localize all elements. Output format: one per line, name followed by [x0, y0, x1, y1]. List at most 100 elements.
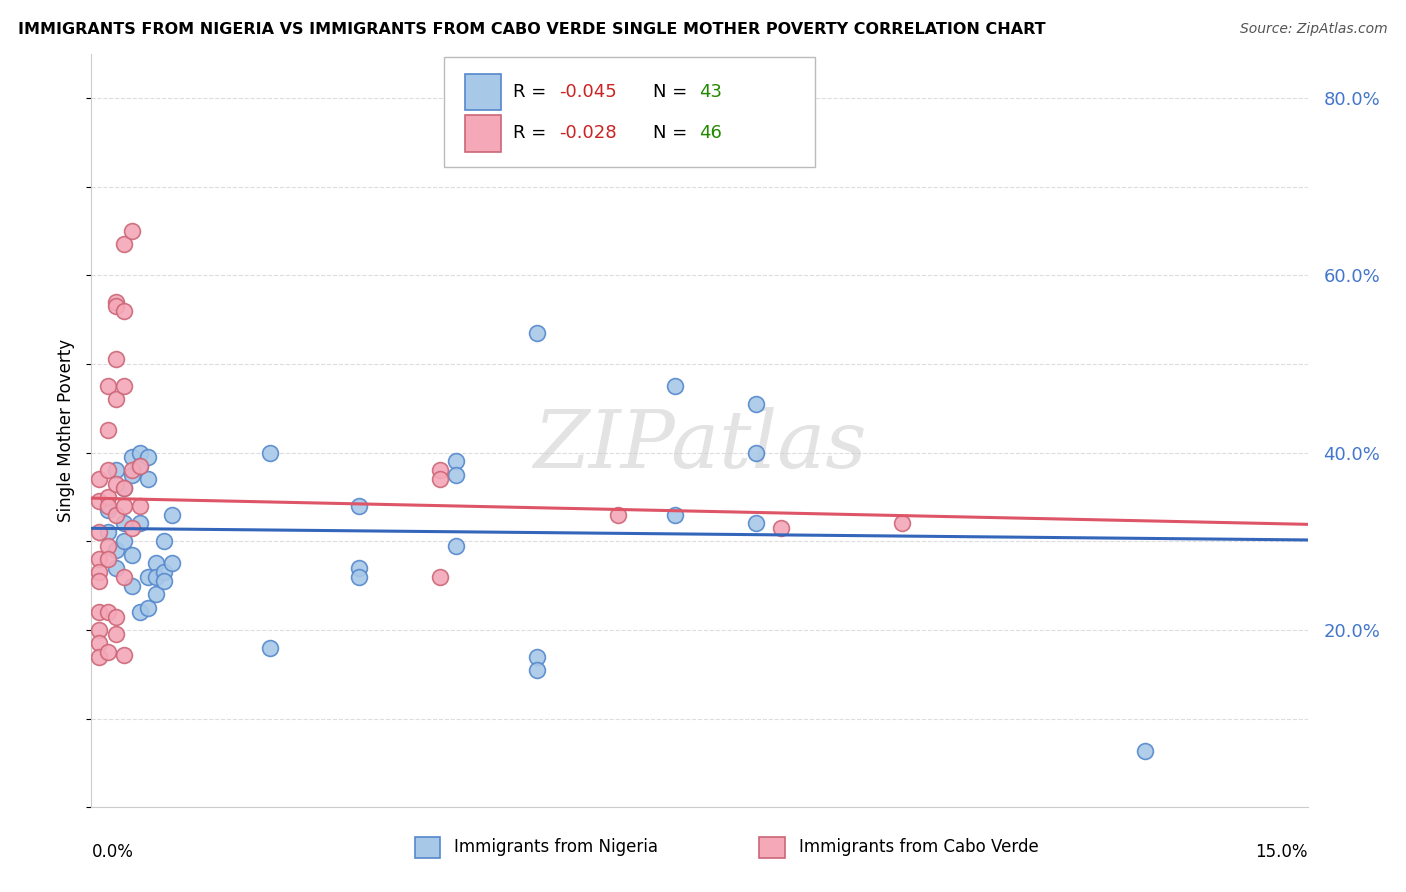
Point	[104, 463, 127, 477]
Point	[429, 463, 451, 477]
Point	[89, 636, 111, 650]
Point	[121, 463, 143, 477]
Point	[97, 552, 120, 566]
FancyBboxPatch shape	[444, 57, 815, 167]
Point	[136, 600, 159, 615]
Point	[89, 525, 111, 540]
Point	[526, 663, 548, 677]
Point	[129, 458, 152, 473]
Point	[136, 472, 159, 486]
Point	[121, 467, 143, 482]
Point	[97, 605, 120, 619]
Point	[121, 224, 143, 238]
Point	[89, 649, 111, 664]
Point	[145, 570, 167, 584]
Point	[259, 640, 281, 655]
FancyBboxPatch shape	[465, 74, 502, 110]
Point	[104, 352, 127, 367]
Point	[129, 458, 152, 473]
Point	[112, 481, 135, 495]
Point	[429, 472, 451, 486]
Text: N =: N =	[654, 124, 693, 143]
Point	[162, 557, 184, 571]
Text: 15.0%: 15.0%	[1256, 844, 1308, 862]
Point	[153, 574, 176, 589]
Point	[112, 499, 135, 513]
Point	[97, 645, 120, 659]
Point	[526, 326, 548, 340]
Point	[1135, 744, 1157, 758]
Text: R =: R =	[513, 83, 553, 101]
FancyBboxPatch shape	[465, 115, 502, 152]
Point	[129, 445, 152, 459]
Point	[112, 648, 135, 662]
Point	[89, 494, 111, 508]
Point	[112, 570, 135, 584]
Point	[347, 561, 370, 575]
Point	[104, 476, 127, 491]
Point	[444, 467, 467, 482]
Point	[89, 552, 111, 566]
Point	[104, 508, 127, 522]
Text: -0.045: -0.045	[560, 83, 617, 101]
Point	[97, 424, 120, 438]
FancyBboxPatch shape	[415, 837, 440, 858]
Text: 0.0%: 0.0%	[91, 844, 134, 862]
Point	[136, 570, 159, 584]
Point	[145, 557, 167, 571]
Point	[97, 539, 120, 553]
Point	[347, 570, 370, 584]
Point	[97, 503, 120, 517]
Point	[104, 392, 127, 407]
Text: 43: 43	[699, 83, 723, 101]
Text: Immigrants from Nigeria: Immigrants from Nigeria	[454, 838, 658, 856]
Point	[664, 379, 686, 393]
Point	[121, 548, 143, 562]
Point	[745, 445, 768, 459]
Point	[89, 574, 111, 589]
Text: Immigrants from Cabo Verde: Immigrants from Cabo Verde	[799, 838, 1039, 856]
Point	[112, 303, 135, 318]
Point	[89, 605, 111, 619]
Point	[145, 587, 167, 601]
Point	[162, 508, 184, 522]
Text: -0.028: -0.028	[560, 124, 617, 143]
Text: N =: N =	[654, 83, 693, 101]
Point	[89, 566, 111, 580]
Point	[745, 397, 768, 411]
Text: 46: 46	[699, 124, 723, 143]
Point	[121, 578, 143, 592]
Text: ZIPatlas: ZIPatlas	[533, 407, 866, 484]
Point	[664, 508, 686, 522]
Point	[104, 299, 127, 313]
Text: IMMIGRANTS FROM NIGERIA VS IMMIGRANTS FROM CABO VERDE SINGLE MOTHER POVERTY CORR: IMMIGRANTS FROM NIGERIA VS IMMIGRANTS FR…	[18, 22, 1046, 37]
Point	[136, 450, 159, 464]
Point	[153, 566, 176, 580]
Point	[429, 570, 451, 584]
Point	[891, 516, 914, 531]
Point	[89, 472, 111, 486]
Y-axis label: Single Mother Poverty: Single Mother Poverty	[58, 339, 76, 522]
Point	[129, 516, 152, 531]
FancyBboxPatch shape	[759, 837, 785, 858]
Point	[104, 627, 127, 641]
Point	[526, 649, 548, 664]
Text: Source: ZipAtlas.com: Source: ZipAtlas.com	[1240, 22, 1388, 37]
Point	[129, 605, 152, 619]
Point	[112, 379, 135, 393]
Point	[97, 379, 120, 393]
Point	[745, 516, 768, 531]
Point	[97, 463, 120, 477]
Point	[112, 516, 135, 531]
Point	[347, 499, 370, 513]
Point	[769, 521, 792, 535]
Point	[607, 508, 630, 522]
Point	[97, 490, 120, 504]
Point	[112, 237, 135, 252]
Point	[121, 521, 143, 535]
Point	[97, 525, 120, 540]
Point	[112, 534, 135, 549]
Point	[259, 445, 281, 459]
Point	[121, 450, 143, 464]
Point	[129, 499, 152, 513]
